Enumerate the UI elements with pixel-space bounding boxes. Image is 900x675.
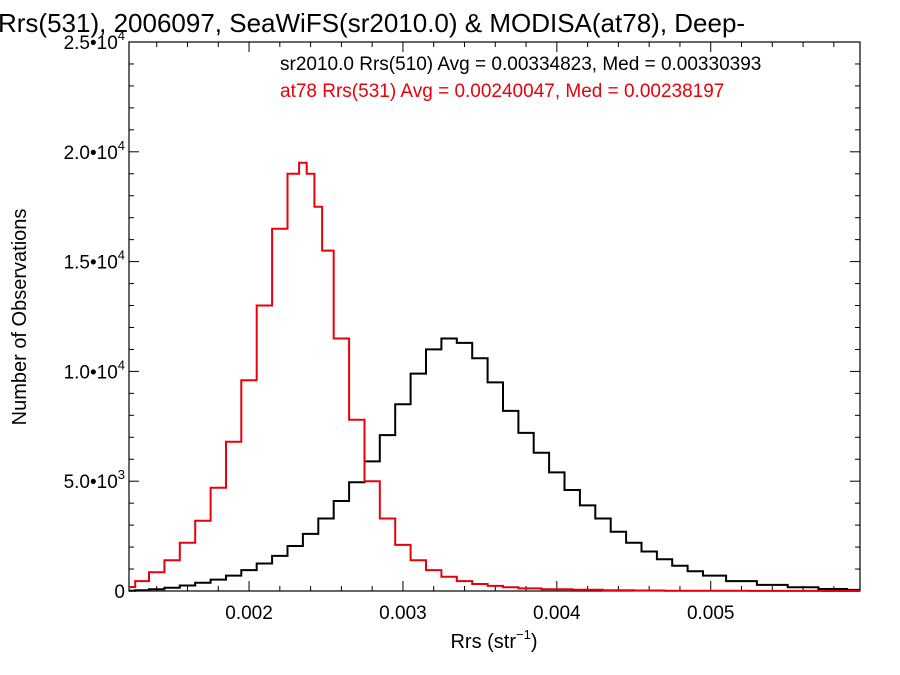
series-black-histogram	[129, 337, 860, 592]
y-tick-label: 2.0•104	[64, 138, 125, 164]
x-axis-ticks: 0.002 0.003 0.004 0.005	[156, 42, 835, 624]
plot-frame	[128, 41, 861, 592]
annotation-black-series: sr2010.0 Rrs(510) Avg = 0.00334823, Med …	[280, 54, 761, 75]
y-tick-label: 5.0•103	[64, 467, 125, 493]
y-axis-ticks: 0 5.0•103 1.0•104 1.5•104 2.0•104 2.5•104	[64, 28, 860, 603]
series-layer	[129, 161, 860, 592]
y-tick-label: 1.5•104	[64, 248, 125, 274]
annotation-red-series: at78 Rrs(531) Avg = 0.00240047, Med = 0.…	[280, 81, 724, 102]
y-tick-label: 1.0•104	[64, 357, 125, 383]
x-tick-label: 0.003	[379, 603, 427, 624]
x-axis-label: Rrs (str−1)	[450, 627, 537, 653]
x-tick-label: 0.002	[225, 603, 273, 624]
x-tick-label: 0.004	[533, 603, 581, 624]
x-tick-label: 0.005	[687, 603, 735, 624]
series-red-histogram	[129, 161, 860, 592]
y-tick-label: 2.5•104	[64, 28, 125, 54]
y-tick-label: 0	[114, 582, 125, 603]
y-axis-label: Number of Observations	[9, 209, 31, 426]
chart-title: Rrs(531), 2006097, SeaWiFS(sr2010.0) & M…	[0, 8, 745, 38]
